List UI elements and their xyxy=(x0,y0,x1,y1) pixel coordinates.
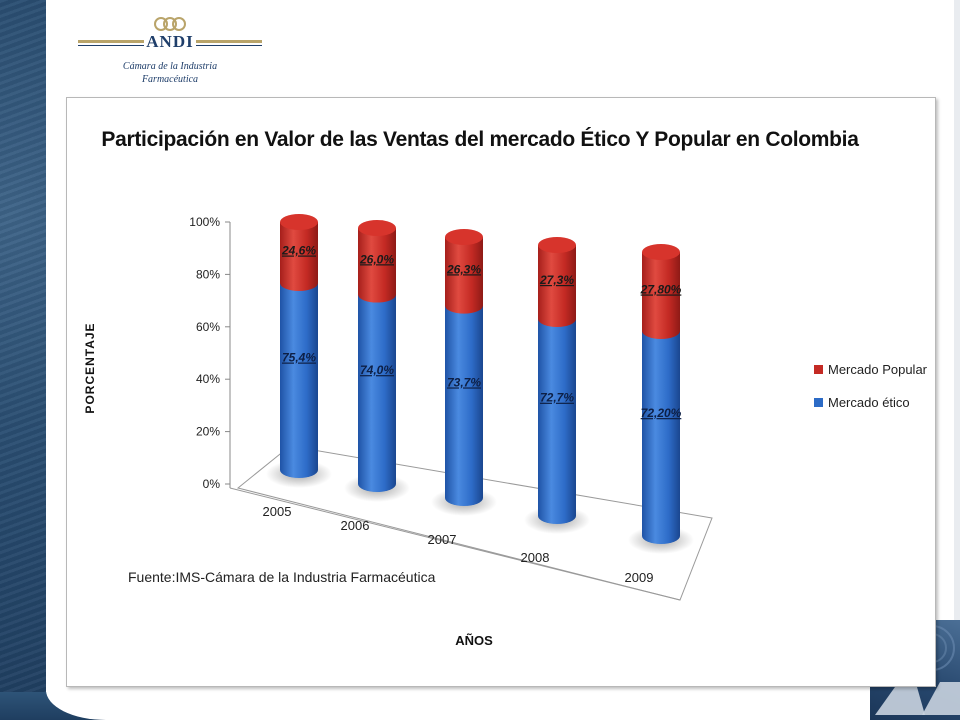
chart-frame xyxy=(66,97,936,687)
header-rule-left xyxy=(78,40,144,46)
andi-logo-text: ANDI xyxy=(146,32,194,51)
chart-title: Participación en Valor de las Ventas del… xyxy=(101,128,859,151)
header-subtitle-line2: Farmacéutica xyxy=(141,74,199,85)
left-decor-band xyxy=(0,0,46,720)
right-decor-strip xyxy=(954,0,960,620)
bottom-decor-curve xyxy=(46,690,960,720)
andi-logo-icon xyxy=(154,17,186,31)
header-subtitle-line1: Cámara de la Industria xyxy=(122,61,218,72)
header-rule-right xyxy=(196,40,262,46)
andi-header: ANDI Cámara de la Industria Farmacéutica xyxy=(78,14,262,85)
